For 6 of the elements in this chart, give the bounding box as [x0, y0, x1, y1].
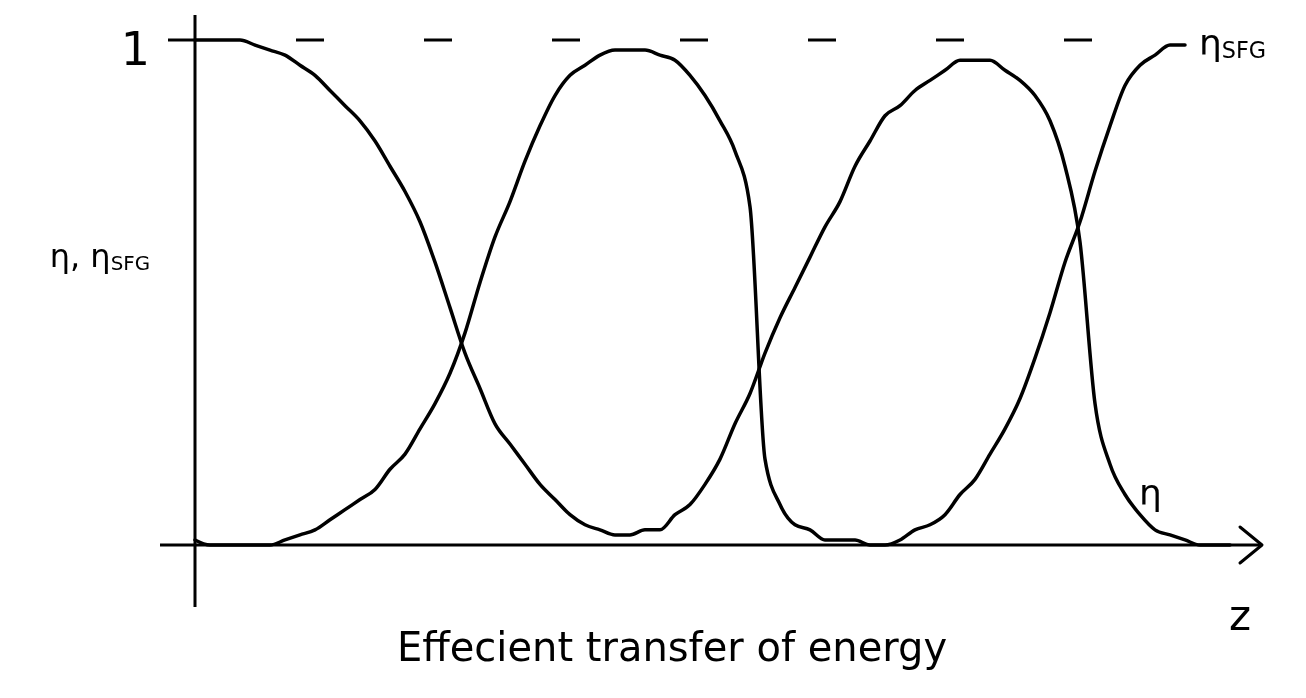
x-axis-title: z	[1228, 590, 1252, 640]
series-label: η$_{SFG}$	[1199, 22, 1267, 64]
series-label: η	[1139, 471, 1162, 513]
ref-line-label: 1	[120, 21, 150, 76]
text: Effecient transfer of energy	[396, 624, 948, 670]
y-axis-title: η, η$_{SFG}$	[49, 237, 150, 275]
